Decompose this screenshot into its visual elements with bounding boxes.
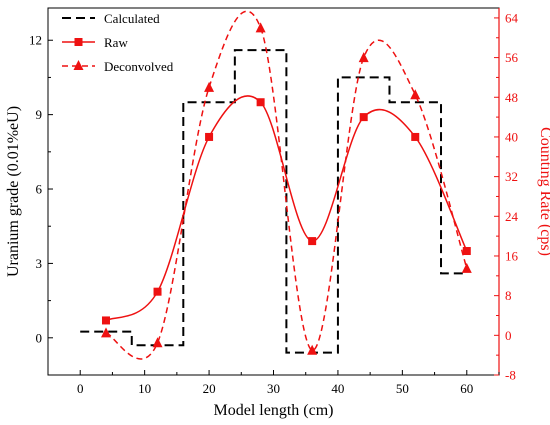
y-tick-label: 9 bbox=[36, 107, 43, 122]
x-tick-label: 40 bbox=[331, 381, 344, 396]
data-point-deconvolved bbox=[152, 337, 163, 348]
y2-tick-label: 24 bbox=[505, 209, 519, 224]
data-point-raw bbox=[153, 287, 162, 296]
data-point-deconvolved bbox=[410, 89, 421, 100]
x-axis-title: Model length (cm) bbox=[214, 402, 334, 419]
y2-tick-label: 32 bbox=[505, 169, 518, 184]
y-axis-title: Uranium grade (0.01%eU) bbox=[5, 106, 22, 277]
x-tick-label: 60 bbox=[460, 381, 473, 396]
y2-axis-title: Counting Rate (cps) bbox=[537, 127, 550, 256]
data-point-raw bbox=[359, 113, 368, 122]
data-point-raw bbox=[205, 132, 214, 141]
data-point-raw bbox=[462, 247, 471, 256]
y-tick-label: 0 bbox=[36, 330, 43, 345]
y2-tick-label: 8 bbox=[505, 288, 512, 303]
y2-tick-label: 0 bbox=[505, 328, 512, 343]
y2-tick-label: 16 bbox=[505, 248, 519, 263]
data-point-raw bbox=[411, 132, 420, 141]
y2-tick-label: 56 bbox=[505, 50, 519, 65]
data-point-raw bbox=[256, 98, 265, 107]
data-point-raw bbox=[101, 316, 110, 325]
legend-marker-triangle bbox=[73, 60, 84, 70]
y2-tick-label: 48 bbox=[505, 90, 518, 105]
data-point-deconvolved bbox=[255, 22, 266, 33]
x-tick-label: 0 bbox=[77, 381, 84, 396]
series-line-deconvolved bbox=[105, 10, 468, 360]
y-tick-label: 3 bbox=[36, 256, 43, 271]
data-point-deconvolved bbox=[358, 52, 369, 63]
y-tick-label: 6 bbox=[36, 182, 43, 197]
data-point-raw bbox=[308, 237, 317, 246]
legend-label: Calculated bbox=[104, 11, 160, 26]
legend-marker-square bbox=[74, 38, 83, 46]
x-tick-label: 20 bbox=[203, 381, 216, 396]
y-tick-label: 12 bbox=[29, 33, 42, 48]
data-point-deconvolved bbox=[461, 262, 472, 273]
x-tick-label: 10 bbox=[138, 381, 151, 396]
y2-tick-label: 40 bbox=[505, 129, 518, 144]
data-point-deconvolved bbox=[204, 81, 215, 92]
x-tick-label: 30 bbox=[267, 381, 280, 396]
data-point-deconvolved bbox=[307, 344, 318, 355]
y2-tick-label: -8 bbox=[505, 368, 516, 383]
legend-label: Deconvolved bbox=[104, 59, 174, 74]
y2-tick-label: 64 bbox=[505, 10, 519, 25]
x-tick-label: 50 bbox=[396, 381, 409, 396]
data-point-deconvolved bbox=[100, 327, 111, 338]
series-line-calculated bbox=[80, 49, 467, 354]
legend-label: Raw bbox=[104, 35, 128, 50]
